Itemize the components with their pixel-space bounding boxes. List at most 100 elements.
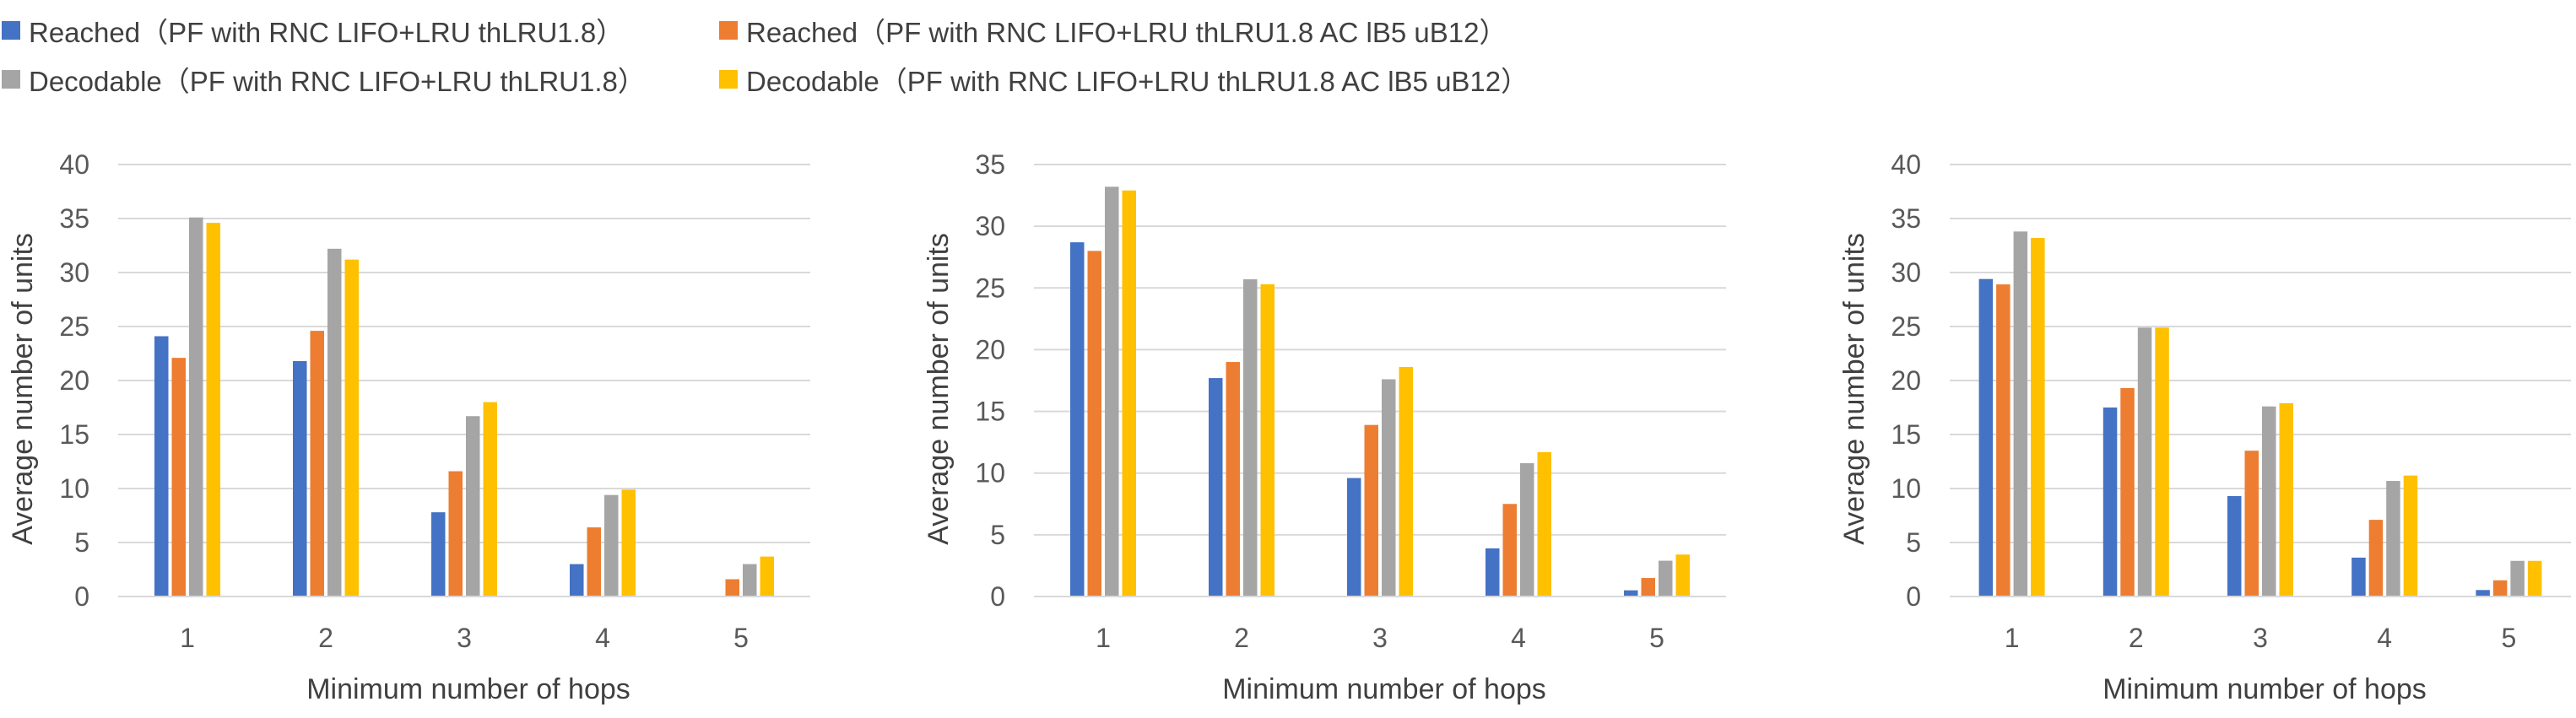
y-tick-label: 35 — [1891, 203, 1921, 234]
y-tick-label: 0 — [1906, 581, 1921, 612]
y-tick-label: 15 — [59, 419, 89, 450]
bar — [1641, 578, 1655, 597]
legend-item-reached-ac: Reached（PF with RNC LIFO+LRU thLRU1.8 AC… — [719, 10, 1507, 51]
x-axis-title: Minimum number of hops — [2102, 673, 2427, 705]
chart-legend: Reached（PF with RNC LIFO+LRU thLRU1.8） R… — [0, 0, 1688, 110]
y-tick-label: 20 — [59, 365, 89, 396]
legend-item-decodable: Decodable（PF with RNC LIFO+LRU thLRU1.8） — [2, 59, 646, 100]
bar — [2368, 520, 2384, 597]
bar — [1659, 560, 1673, 597]
y-tick-label: 25 — [1891, 311, 1921, 342]
legend-label-decodable: Decodable（PF with RNC LIFO+LRU thLRU1.8） — [29, 66, 646, 97]
y-axis-title: Average number of units — [7, 233, 39, 545]
y-tick-label: 30 — [1891, 257, 1921, 288]
legend-label-decodable-ac: Decodable（PF with RNC LIFO+LRU thLRU1.8 … — [746, 66, 1529, 97]
bar — [1364, 424, 1378, 597]
y-tick-label: 40 — [1891, 149, 1921, 180]
chart-2: 0 5 10 15 20 25 30 35 1 2 3 4 5 Minimum number of hop… — [923, 149, 1726, 705]
bar — [2137, 327, 2152, 597]
bar — [2155, 327, 2169, 597]
bar — [310, 331, 324, 597]
y-tick-label: 35 — [975, 149, 1005, 180]
bar — [2403, 475, 2418, 597]
y-tick-label: 20 — [975, 334, 1005, 364]
bar — [2120, 387, 2135, 597]
legend-swatch-reached — [2, 21, 20, 40]
bar — [604, 494, 619, 597]
bar — [1399, 366, 1413, 597]
bar — [327, 248, 342, 597]
bar — [2510, 560, 2525, 597]
x-axis-title: Minimum number of hops — [306, 673, 630, 705]
bar — [1122, 190, 1136, 597]
legend-swatch-decodable — [2, 70, 20, 89]
x-tick-label: 4 — [2377, 623, 2392, 653]
x-tick-label: 3 — [457, 623, 472, 653]
bar — [1347, 478, 1361, 597]
bar — [760, 556, 774, 597]
x-tick-label: 2 — [1234, 623, 1249, 653]
y-tick-label: 0 — [990, 581, 1005, 612]
bar — [293, 360, 307, 597]
x-tick-label: 5 — [2502, 623, 2517, 653]
bar — [587, 527, 601, 597]
bar — [2031, 238, 2045, 597]
y-tick-label: 30 — [59, 257, 89, 288]
bar — [1502, 504, 1517, 597]
x-tick-label: 2 — [2129, 623, 2144, 653]
bar — [570, 564, 584, 597]
y-tick-label: 40 — [59, 149, 89, 180]
x-tick-label: 1 — [2005, 623, 2020, 653]
x-tick-label: 1 — [180, 623, 195, 653]
y-tick-label: 25 — [975, 273, 1005, 303]
bar — [206, 223, 220, 597]
bar — [2013, 231, 2028, 597]
bar — [448, 471, 463, 597]
y-axis-title: Average number of units — [923, 233, 955, 545]
bar — [344, 259, 359, 597]
bar — [743, 564, 757, 597]
legend-item-reached: Reached（PF with RNC LIFO+LRU thLRU1.8） — [2, 10, 624, 51]
bar — [171, 358, 186, 597]
y-tick-label: 15 — [1891, 419, 1921, 450]
legend-swatch-decodable-ac — [719, 70, 738, 89]
bar — [621, 489, 636, 597]
bar — [1209, 378, 1223, 597]
x-tick-label: 5 — [1649, 623, 1664, 653]
y-tick-label: 20 — [1891, 365, 1921, 396]
bar — [483, 402, 497, 597]
bar — [1996, 284, 2010, 597]
bar — [189, 217, 203, 597]
y-tick-label: 0 — [74, 581, 89, 612]
bar — [1070, 242, 1085, 597]
bar — [2279, 402, 2293, 597]
legend-item-decodable-ac: Decodable（PF with RNC LIFO+LRU thLRU1.8 … — [719, 59, 1529, 100]
chart-3: 0 5 10 15 20 25 30 35 40 1 2 3 4 5 Minimum number of h… — [1838, 149, 2571, 705]
x-tick-label: 3 — [2253, 623, 2268, 653]
bar — [1105, 186, 1119, 597]
y-tick-label: 10 — [59, 473, 89, 504]
x-tick-label: 4 — [595, 623, 610, 653]
bar — [1243, 279, 1258, 597]
x-tick-label: 4 — [1511, 623, 1526, 653]
legend-label-reached-ac: Reached（PF with RNC LIFO+LRU thLRU1.8 AC… — [746, 17, 1507, 48]
bar — [154, 336, 169, 597]
y-tick-label: 5 — [990, 520, 1005, 550]
bar — [1675, 554, 1690, 597]
x-tick-label: 1 — [1096, 623, 1111, 653]
bar — [2227, 495, 2242, 597]
bar — [1486, 548, 1500, 597]
y-tick-label: 5 — [74, 527, 89, 558]
bar — [1978, 278, 1994, 597]
y-tick-label: 5 — [1906, 527, 1921, 558]
y-tick-label: 10 — [1891, 473, 1921, 504]
bar — [2492, 580, 2508, 597]
bar — [1537, 451, 1551, 597]
legend-label-reached: Reached（PF with RNC LIFO+LRU thLRU1.8） — [29, 17, 625, 48]
y-tick-label: 15 — [975, 397, 1005, 427]
legend-swatch-reached-ac — [719, 21, 738, 40]
bar — [2527, 560, 2542, 597]
y-tick-label: 35 — [59, 203, 89, 234]
bar — [1260, 283, 1274, 597]
y-axis-title: Average number of units — [1838, 233, 1870, 545]
